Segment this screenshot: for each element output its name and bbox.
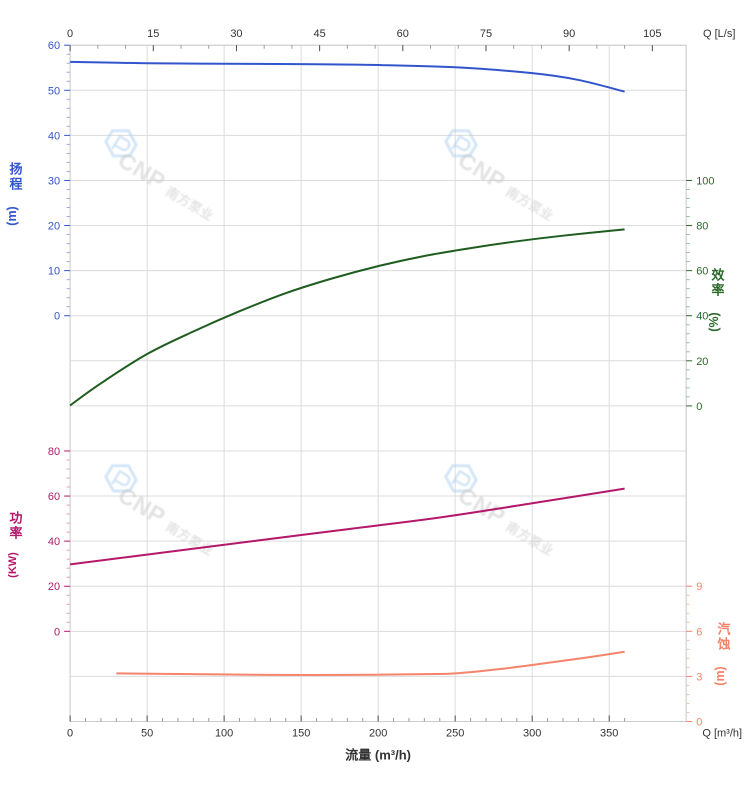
svg-text:90: 90	[563, 28, 575, 40]
svg-text:率: 率	[711, 282, 724, 297]
svg-text:80: 80	[48, 446, 60, 458]
svg-text:40: 40	[48, 536, 60, 548]
svg-text:程: 程	[9, 176, 22, 191]
svg-text:60: 60	[48, 491, 60, 503]
svg-text:30: 30	[230, 28, 242, 40]
svg-text:3: 3	[696, 671, 702, 683]
svg-text:60: 60	[48, 40, 60, 52]
svg-text:15: 15	[147, 28, 159, 40]
svg-text:功: 功	[9, 510, 22, 525]
svg-text:蚀: 蚀	[716, 636, 730, 651]
svg-text:300: 300	[523, 728, 541, 740]
svg-text:100: 100	[696, 175, 714, 187]
svg-text:0: 0	[54, 311, 60, 323]
svg-text:20: 20	[48, 221, 60, 233]
svg-text:45: 45	[314, 28, 326, 40]
svg-text:汽: 汽	[717, 621, 730, 636]
svg-text:0: 0	[67, 28, 73, 40]
svg-text:80: 80	[696, 221, 708, 233]
svg-text:(m): (m)	[713, 666, 727, 685]
svg-text:150: 150	[292, 728, 310, 740]
svg-text:(m): (m)	[5, 206, 19, 225]
svg-text:75: 75	[480, 28, 492, 40]
svg-text:0: 0	[696, 716, 702, 728]
svg-text:60: 60	[397, 28, 409, 40]
svg-text:60: 60	[696, 266, 708, 278]
svg-text:50: 50	[48, 85, 60, 97]
svg-text:Q [L/s]: Q [L/s]	[703, 28, 735, 40]
svg-text:200: 200	[369, 728, 387, 740]
svg-text:效: 效	[711, 267, 725, 282]
svg-text:20: 20	[48, 581, 60, 593]
svg-text:0: 0	[54, 626, 60, 638]
svg-text:0: 0	[696, 401, 702, 413]
svg-text:9: 9	[696, 581, 702, 593]
svg-text:6: 6	[696, 626, 702, 638]
svg-text:Q [m³/h]: Q [m³/h]	[702, 728, 742, 740]
svg-text:50: 50	[141, 728, 153, 740]
svg-text:20: 20	[696, 356, 708, 368]
svg-text:率: 率	[9, 525, 22, 540]
svg-text:40: 40	[48, 130, 60, 142]
svg-text:105: 105	[643, 28, 661, 40]
svg-text:(%): (%)	[707, 312, 721, 331]
svg-text:350: 350	[600, 728, 618, 740]
svg-text:流量 (m³/h): 流量 (m³/h)	[345, 748, 411, 763]
svg-text:0: 0	[67, 728, 73, 740]
svg-text:30: 30	[48, 175, 60, 187]
svg-text:250: 250	[446, 728, 464, 740]
svg-text:扬: 扬	[9, 161, 22, 176]
svg-text:10: 10	[48, 266, 60, 278]
svg-text:100: 100	[215, 728, 233, 740]
svg-text:(KW): (KW)	[7, 552, 19, 578]
